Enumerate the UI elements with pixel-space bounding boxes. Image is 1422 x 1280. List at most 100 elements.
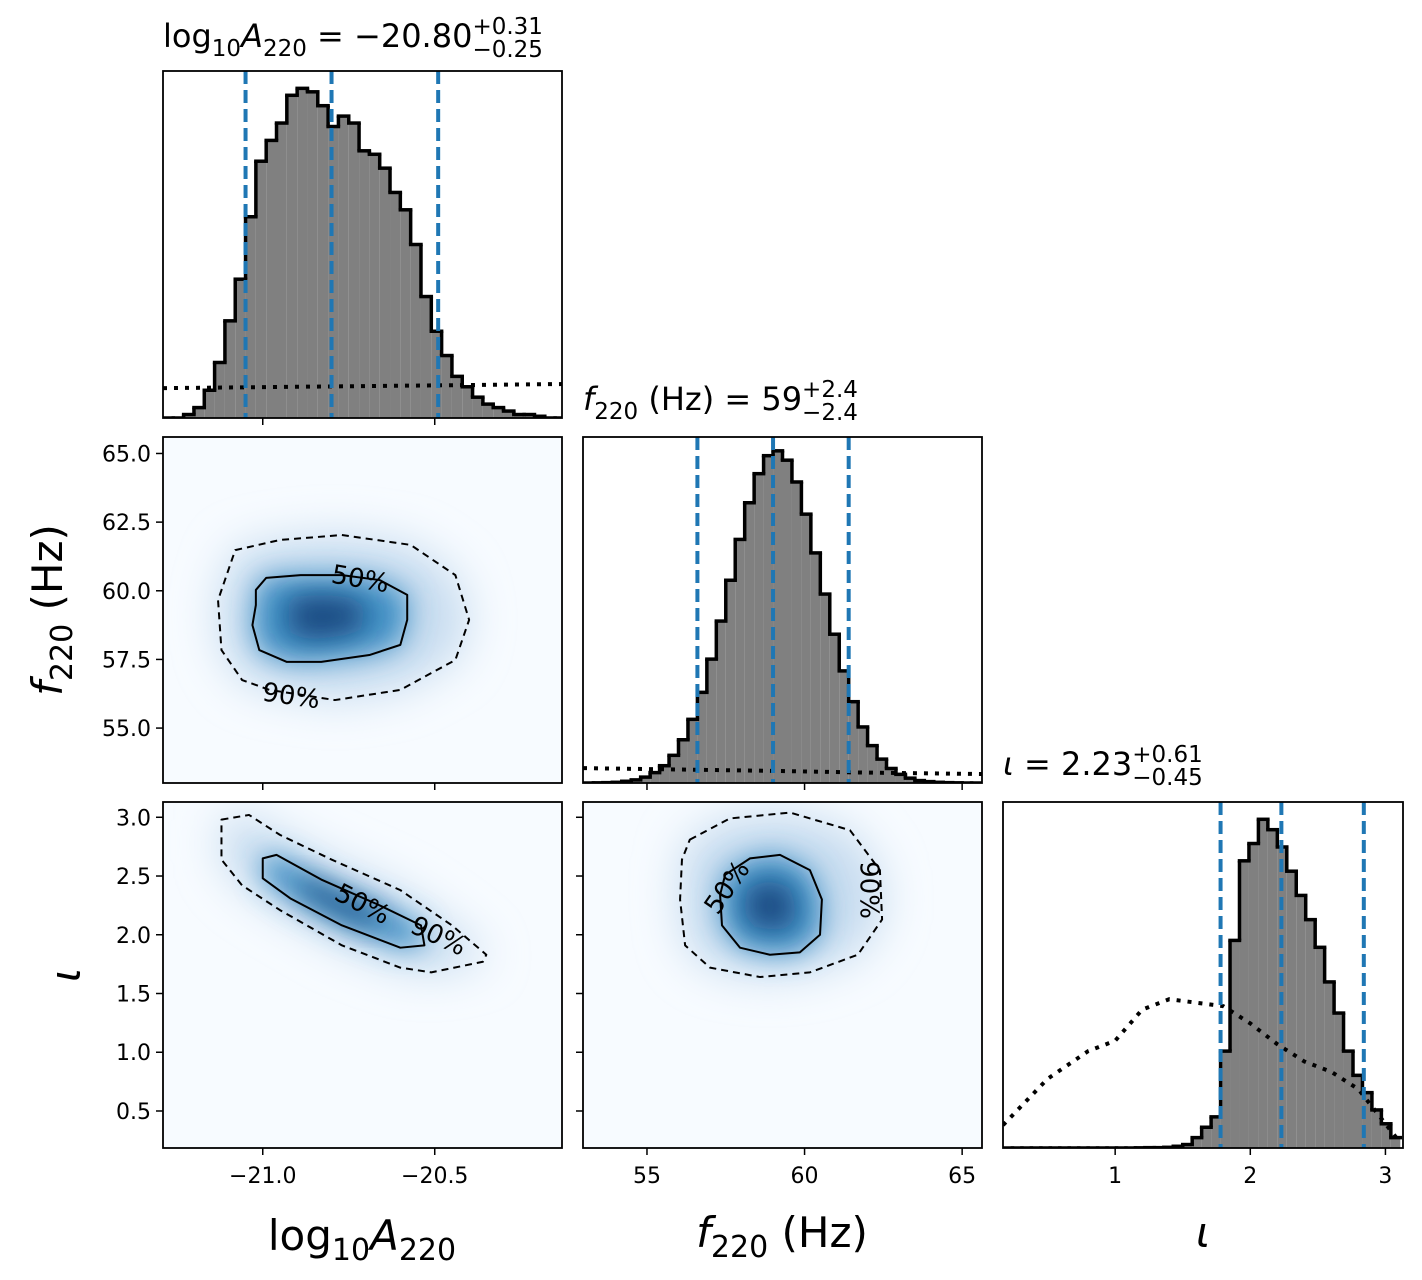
x-axis-label: log10A220 <box>268 1211 456 1268</box>
histogram-bar <box>650 772 660 783</box>
histogram-bar <box>317 105 329 418</box>
density-core <box>287 595 365 639</box>
histogram-bar <box>1211 1116 1221 1148</box>
histogram-bar <box>754 473 764 783</box>
histogram-bar <box>1286 871 1297 1148</box>
x-tick-label: 60 <box>791 1164 819 1189</box>
histogram-bar <box>1334 1013 1344 1148</box>
histogram-bar <box>224 320 236 418</box>
y-tick-label: 2.0 <box>116 924 151 949</box>
title-part: ι <box>1003 745 1014 783</box>
histogram-bar <box>895 774 906 783</box>
histogram-bar <box>1353 1075 1363 1148</box>
histogram-bar <box>245 216 256 418</box>
histogram-bar <box>716 621 726 783</box>
x-tick-label: 65 <box>948 1164 976 1189</box>
histogram-bar <box>369 154 380 418</box>
y-tick-label: 3.0 <box>116 806 151 831</box>
histogram-bar <box>744 502 755 783</box>
contour-line <box>220 813 488 974</box>
title-part: (Hz) = 59 <box>638 380 802 418</box>
histogram-bar <box>307 91 318 418</box>
prior-line <box>163 382 562 391</box>
contour-label: 90% <box>854 861 884 919</box>
x-tick-label: 1 <box>1108 1164 1122 1189</box>
histogram-bar <box>1220 1051 1231 1148</box>
plot-area: 55.0 57.5 60.0 62.5 65.0 −21.0 −20.5 0.5 1.0 1.5 2… <box>102 70 1404 1189</box>
title-part: −0.45 <box>1132 765 1202 791</box>
histogram-bar <box>820 594 830 783</box>
histogram-bar <box>1248 843 1259 1148</box>
histogram-bar <box>297 88 308 418</box>
histogram-bar <box>687 719 698 783</box>
x-tick-label: −20.5 <box>401 1164 468 1189</box>
y-tick-label: 62.5 <box>102 511 151 536</box>
y-tick-label: 1.0 <box>116 1041 151 1066</box>
histogram-bar <box>266 140 277 418</box>
y-tick-label: 57.5 <box>102 648 151 673</box>
panel <box>163 71 562 418</box>
title-part: log <box>163 17 212 55</box>
label-part: 220 <box>45 624 80 681</box>
histogram-bar <box>348 123 360 418</box>
histogram-bar <box>286 95 298 418</box>
density-core <box>744 880 796 931</box>
panel-title: f220 (Hz) = 59+2.4 −2.4 <box>583 377 858 426</box>
panel <box>1003 802 1403 1148</box>
contour-line <box>251 574 409 663</box>
histogram-bar <box>472 397 483 418</box>
panel-frame <box>1002 801 1404 1149</box>
panel <box>583 802 982 1148</box>
histogram-bar <box>735 539 745 783</box>
histogram-bar <box>482 404 494 418</box>
histogram-bar <box>1267 829 1278 1148</box>
histogram-bar <box>773 450 783 783</box>
histogram-bar <box>706 659 717 783</box>
y-tick-label: 55.0 <box>102 717 151 742</box>
x-axis-label: ι <box>1196 1208 1210 1257</box>
histogram-bar <box>441 355 452 418</box>
label-part: 220 <box>711 1230 768 1265</box>
histogram-bar <box>1371 1109 1382 1148</box>
panel-frame <box>162 70 563 419</box>
histogram-bar <box>1201 1127 1212 1148</box>
y-tick-label: 65.0 <box>102 442 151 467</box>
label-part: 220 <box>399 1233 456 1268</box>
histogram-bar <box>801 514 811 783</box>
histogram-bar <box>829 634 840 783</box>
histogram-bar <box>1324 981 1335 1148</box>
histogram-bar <box>193 407 205 418</box>
histogram-bar <box>390 192 401 418</box>
histogram-bar <box>1192 1137 1202 1148</box>
histogram-bar <box>659 765 670 783</box>
histogram-bar <box>697 692 707 783</box>
histogram-bar <box>1258 819 1268 1148</box>
histogram-bar <box>1315 947 1325 1148</box>
contour-line <box>261 853 426 949</box>
histogram-bar <box>338 116 349 418</box>
histogram-bar <box>379 168 391 418</box>
histogram-bar <box>451 376 463 418</box>
histogram-bar <box>905 778 915 783</box>
histogram-bar <box>420 296 432 418</box>
title-part: = −20.80 <box>307 17 473 55</box>
histogram-bar <box>1296 895 1306 1148</box>
histogram-bar <box>1381 1123 1391 1148</box>
x-tick-label: −21.0 <box>229 1164 296 1189</box>
panel-frame <box>162 436 563 784</box>
title-part: = 2.23 <box>1014 745 1132 783</box>
y-tick-label: 0.5 <box>116 1100 151 1125</box>
histogram-bar <box>214 362 225 418</box>
histogram-bar <box>1239 860 1249 1148</box>
contour-line <box>719 853 823 956</box>
histogram-bar <box>886 768 896 783</box>
density-core <box>300 878 382 925</box>
label-part: 10 <box>332 1233 370 1268</box>
histogram-bar <box>493 407 504 418</box>
histogram-bar <box>1305 919 1316 1148</box>
histogram-bar <box>867 745 878 783</box>
label-part: A <box>367 1211 399 1260</box>
histogram-bar <box>431 331 442 418</box>
histogram-bar <box>858 726 868 783</box>
